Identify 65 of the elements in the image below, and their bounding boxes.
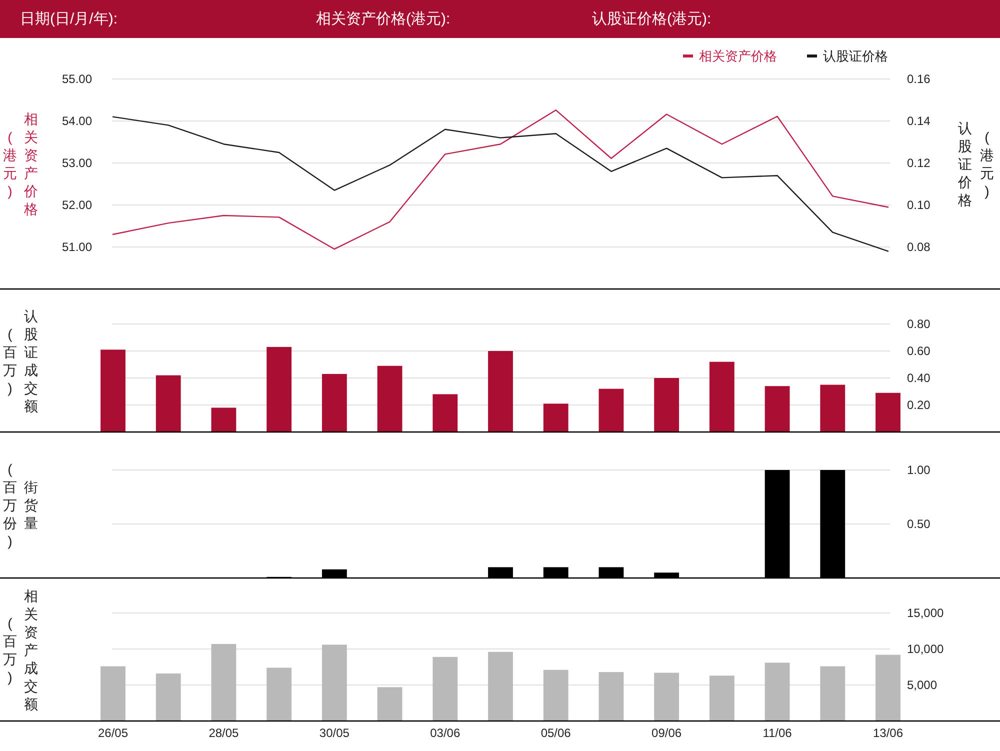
- bar: [709, 362, 734, 432]
- y2-tick-label: 0.16: [907, 72, 931, 86]
- y2-tick-label: 0.14: [907, 114, 931, 128]
- y-tick-label: 0.60: [907, 344, 931, 358]
- bar: [764, 386, 790, 432]
- text: 街货量(百万份): [3, 461, 38, 549]
- bar: [876, 654, 900, 721]
- x-tick-label: 28/05: [208, 726, 240, 740]
- text: 认股证成交额(百万): [3, 308, 38, 414]
- y-tick-label: 0.40: [907, 371, 931, 385]
- bar: [211, 408, 236, 432]
- y-tick-label: 10,000: [907, 642, 944, 656]
- bar: [377, 366, 402, 432]
- bar: [598, 388, 624, 432]
- y-tick-label: 55.00: [62, 72, 92, 86]
- bar: [156, 673, 181, 721]
- y2-tick-label: 0.12: [907, 156, 931, 170]
- bar: [876, 392, 900, 432]
- bar: [100, 666, 126, 721]
- bar: [709, 676, 734, 721]
- text: 相关资产价格(港元):: [316, 10, 450, 28]
- bar: [543, 670, 568, 721]
- bar: [266, 346, 292, 432]
- bar: [322, 374, 347, 432]
- bar: [654, 378, 680, 432]
- y2-tick-label: 0.10: [907, 198, 931, 212]
- y-tick-label: 51.00: [62, 240, 92, 254]
- text: 日期(日/月/年):: [20, 10, 118, 28]
- y-tick-label: 53.00: [62, 156, 92, 170]
- x-tick-label: 11/06: [762, 726, 792, 740]
- y-tick-label: 0.80: [907, 317, 931, 331]
- bar: [654, 672, 680, 721]
- legend-label: 相关资产价格: [699, 48, 777, 64]
- y-tick-label: 0.50: [907, 517, 931, 531]
- x-tick-label: 03/06: [430, 726, 460, 740]
- bar: [543, 404, 568, 432]
- bar: [432, 394, 458, 432]
- y-tick-label: 54.00: [62, 114, 92, 128]
- bar: [377, 687, 402, 721]
- y-tick-label: 15,000: [907, 606, 944, 620]
- bar: [820, 384, 846, 432]
- y2-tick-label: 0.08: [907, 240, 931, 254]
- y-tick-label: 0.20: [907, 398, 931, 412]
- bar: [820, 666, 846, 721]
- bar: [764, 662, 790, 721]
- bar: [322, 644, 347, 721]
- y-tick-label: 5,000: [907, 678, 938, 692]
- y-tick-label: 52.00: [62, 198, 92, 212]
- bar: [488, 351, 513, 432]
- legend-label: 认股证价格: [823, 48, 888, 64]
- bar: [432, 656, 458, 721]
- y-tick-label: 1.00: [907, 463, 931, 477]
- bar: [598, 672, 624, 721]
- bar: [156, 375, 181, 432]
- text: 认股证价格(港元):: [592, 10, 712, 28]
- bar: [488, 652, 513, 721]
- bar: [211, 644, 236, 721]
- x-tick-label: 05/06: [540, 726, 572, 740]
- x-tick-label: 13/06: [872, 726, 904, 740]
- x-tick-label: 09/06: [652, 726, 682, 740]
- x-tick-label: 26/05: [98, 726, 128, 740]
- bar: [266, 668, 292, 721]
- bar: [100, 350, 126, 432]
- x-tick-label: 30/05: [319, 726, 350, 740]
- text: 相关资产价格(港元): [3, 110, 38, 216]
